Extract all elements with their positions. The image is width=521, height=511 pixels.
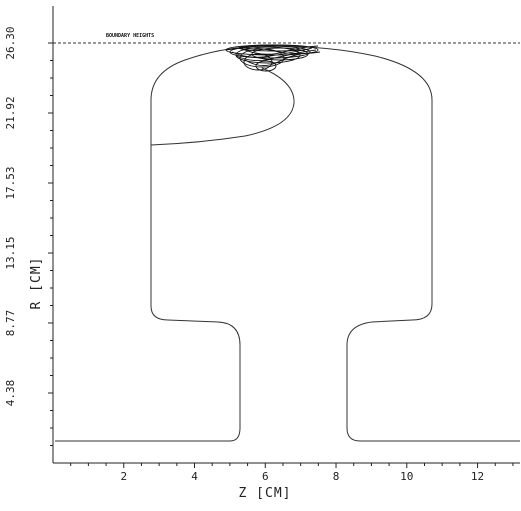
x-axis-title: Z [CM] [239,486,292,501]
y-axis-title: R [CM] [29,257,44,310]
y-tick-label: 4.38 [4,380,17,407]
x-tick-label: 8 [333,470,340,483]
x-tick-label: 2 [120,470,127,483]
x-tick-label: 10 [400,470,413,483]
y-tick-label: 8.77 [4,310,17,337]
y-tick-label: 13.15 [4,236,17,269]
y-tick-label: 17.53 [4,166,17,199]
x-tick-label: 6 [262,470,269,483]
y-tick-label: 26.30 [4,26,17,59]
y-tick-label: 21.92 [4,96,17,129]
x-tick-label: 4 [191,470,198,483]
y-axis-ticks: 4.38 8.77 13.15 17.53 21.92 26.30 [4,26,53,446]
particle-trajectory [150,67,295,146]
x-tick-label: 12 [471,470,484,483]
boundary-label: BOUNDARY HEIGHTS [106,33,154,39]
x-axis-ticks: 2 4 6 8 10 12 [70,463,514,483]
cavity-outline [55,45,520,442]
trajectory-cluster [225,44,321,72]
